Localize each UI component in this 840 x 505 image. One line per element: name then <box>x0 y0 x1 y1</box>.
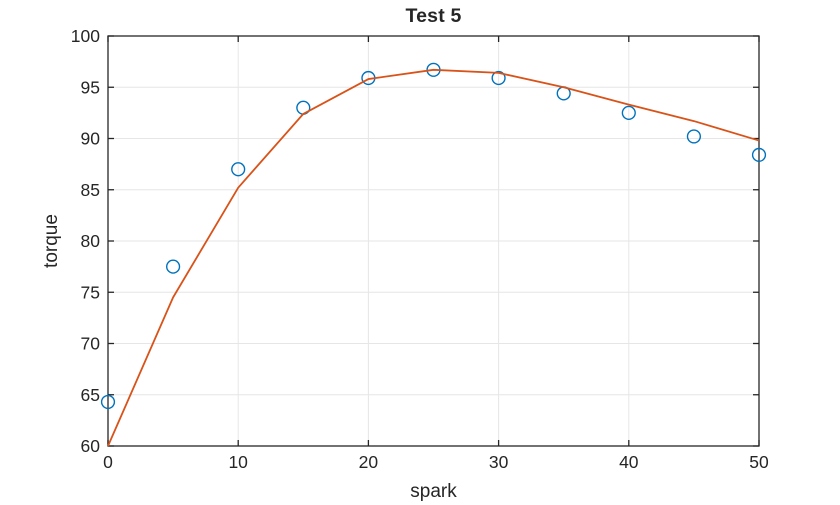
x-tick-label: 30 <box>489 452 509 472</box>
y-tick-label: 60 <box>81 436 101 456</box>
y-tick-label: 70 <box>81 334 101 354</box>
data-point-marker <box>166 259 181 274</box>
y-tick-label: 65 <box>81 385 100 405</box>
chart-title: Test 5 <box>405 5 462 27</box>
x-tick-label: 0 <box>103 452 113 472</box>
fit-line <box>107 68 760 447</box>
x-tick-label: 20 <box>359 452 379 472</box>
x-tick-label: 50 <box>749 452 769 472</box>
y-tick-label: 95 <box>81 77 100 97</box>
x-axis-label: spark <box>410 481 457 502</box>
y-tick-label: 100 <box>71 26 100 46</box>
y-tick-label: 90 <box>81 129 101 149</box>
data-point-marker <box>100 394 116 410</box>
data-point-marker <box>231 162 246 177</box>
y-tick-label: 75 <box>81 282 100 302</box>
data-point-marker <box>751 147 767 163</box>
data-point-marker <box>686 129 702 144</box>
x-tick-label: 40 <box>619 452 639 472</box>
data-point-marker <box>621 105 636 120</box>
y-tick-label: 80 <box>81 231 101 251</box>
y-axis-label: torque <box>41 214 62 268</box>
data-point-marker <box>491 70 506 86</box>
y-tick-label: 85 <box>81 180 100 200</box>
x-tick-label: 10 <box>228 452 248 472</box>
